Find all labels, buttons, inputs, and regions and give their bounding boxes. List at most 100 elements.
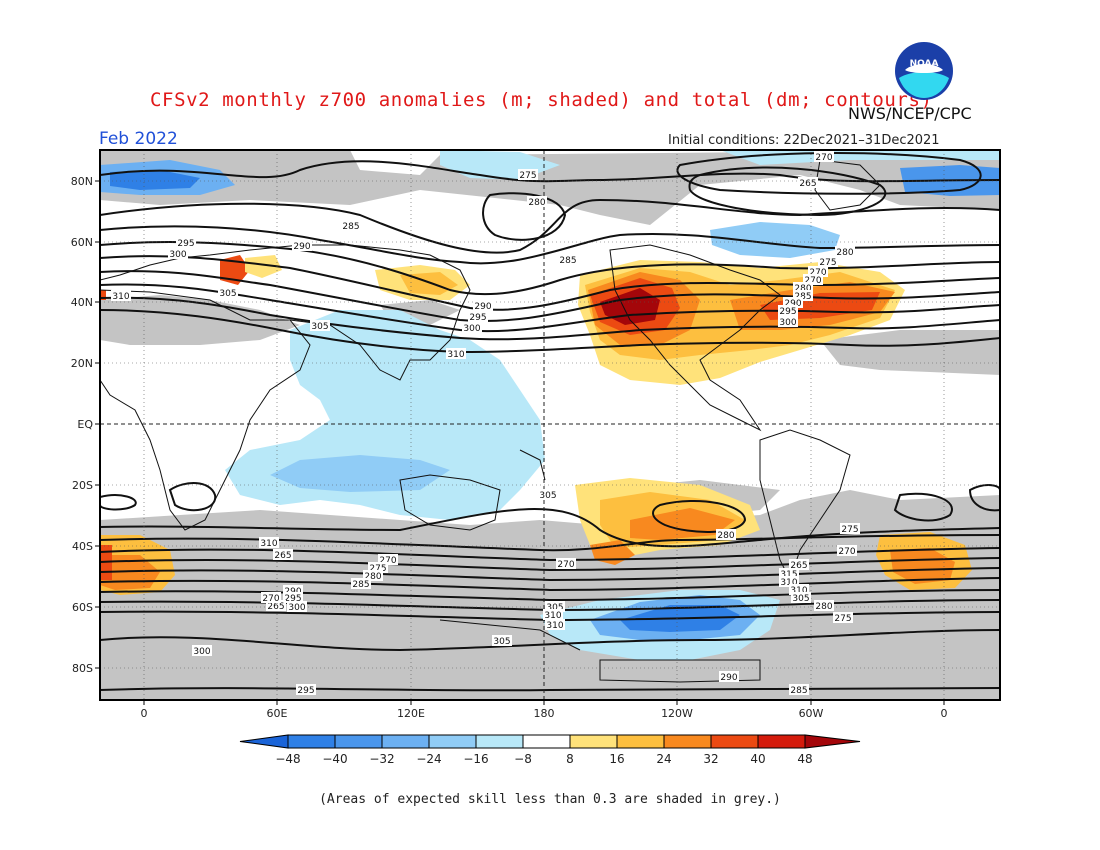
contour-label: 265 bbox=[799, 179, 816, 189]
contour-label-bg bbox=[835, 246, 855, 257]
contour-label: 270 bbox=[809, 268, 826, 278]
contour-label-bg bbox=[719, 671, 739, 682]
lat-label: 20N bbox=[71, 357, 93, 370]
contour-label: 295 bbox=[177, 239, 194, 249]
contour-label: 290 bbox=[720, 673, 737, 683]
lat-label: 40S bbox=[72, 540, 93, 553]
contour-label: 285 bbox=[790, 686, 807, 696]
contour-label-bg bbox=[803, 274, 823, 285]
contour-label: 270 bbox=[379, 556, 396, 566]
contour-label-bg bbox=[296, 684, 316, 695]
contour-label-bg bbox=[378, 554, 398, 565]
lat-label: 20S bbox=[72, 479, 93, 492]
contour-label: 290 bbox=[784, 299, 801, 309]
colorbar-swatch bbox=[522, 734, 571, 749]
contour-label-bg bbox=[545, 601, 565, 612]
contour-label: 310 bbox=[546, 621, 563, 631]
contour-label-bg bbox=[368, 562, 388, 573]
contour-label-bg bbox=[793, 282, 813, 293]
logo-text: NOAA bbox=[910, 59, 939, 69]
contour-label-bg bbox=[176, 237, 196, 248]
contour-label: 275 bbox=[519, 171, 536, 181]
colorbar-labels: −48 −40 −32 −24 −16 −8 8 16 24 32 40 48 bbox=[275, 752, 812, 766]
colorbar-label: 24 bbox=[656, 752, 671, 766]
contour-label: 280 bbox=[364, 572, 381, 582]
colorbar-label: 16 bbox=[609, 752, 624, 766]
colorbar-swatch bbox=[569, 734, 618, 749]
contour-label: 305 bbox=[539, 491, 556, 501]
contour-label: 310 bbox=[447, 350, 464, 360]
lat-label: 60N bbox=[71, 236, 93, 249]
colorbar-swatch bbox=[381, 734, 430, 749]
contour-label-bg bbox=[292, 240, 312, 251]
colorbar-swatch bbox=[428, 734, 477, 749]
noaa-logo: NOAA bbox=[895, 42, 953, 100]
contour-label-bg bbox=[556, 558, 576, 569]
forecast-month: Feb 2022 bbox=[99, 129, 178, 149]
lat-label: 60S bbox=[72, 601, 93, 614]
contour-label: 280 bbox=[528, 198, 545, 208]
contour-label-bg bbox=[545, 619, 565, 630]
lat-label: EQ bbox=[77, 418, 93, 431]
contour-label: 305 bbox=[493, 637, 510, 647]
colorbar-swatch bbox=[616, 734, 665, 749]
contour-label: 280 bbox=[794, 284, 811, 294]
contour-label: 275 bbox=[369, 564, 386, 574]
colorbar-swatch bbox=[663, 734, 712, 749]
contour-label: 310 bbox=[790, 586, 807, 596]
colorbar-swatch bbox=[334, 734, 383, 749]
contour-label: 300 bbox=[193, 647, 210, 657]
initial-conditions: Initial conditions: 22Dec2021–31Dec2021 bbox=[668, 133, 940, 148]
contour-label: 290 bbox=[474, 302, 491, 312]
contour-label-bg bbox=[840, 523, 860, 534]
contour-label-bg bbox=[814, 151, 834, 162]
lat-label: 80S bbox=[72, 662, 93, 675]
contour-label-bg bbox=[192, 645, 212, 656]
colorbar-label: 8 bbox=[566, 752, 574, 766]
lon-label: 120W bbox=[661, 707, 693, 720]
contour-label-bg bbox=[789, 684, 809, 695]
colorbar-swatch bbox=[710, 734, 759, 749]
contour-label-bg bbox=[808, 266, 828, 277]
contour-label: 300 bbox=[169, 250, 186, 260]
contour-label: 295 bbox=[779, 307, 796, 317]
contour-label-bg bbox=[789, 559, 809, 570]
lon-label: 60W bbox=[799, 707, 824, 720]
colorbar-label: −40 bbox=[322, 752, 347, 766]
colorbar-label: −16 bbox=[463, 752, 488, 766]
contour-label-bg bbox=[363, 570, 383, 581]
longitude-labels: 0 60E 120E 180 120W 60W 0 bbox=[141, 700, 948, 720]
contour-label: 275 bbox=[834, 614, 851, 624]
contour-label: 280 bbox=[836, 248, 853, 258]
contour-label-bg bbox=[473, 300, 493, 311]
contour-label-bg bbox=[168, 248, 188, 259]
contour-label: 285 bbox=[342, 222, 359, 232]
contour-label: 290 bbox=[293, 242, 310, 252]
contour-label-bg bbox=[814, 600, 834, 611]
contour-label: 285 bbox=[559, 256, 576, 266]
contour-label: 275 bbox=[841, 525, 858, 535]
contour-label-bg bbox=[273, 549, 293, 560]
contour-label-bg bbox=[341, 220, 361, 231]
contour-label: 265 bbox=[274, 551, 291, 561]
contour-label: 270 bbox=[262, 594, 279, 604]
contour-label: 305 bbox=[219, 289, 236, 299]
contour-label: 280 bbox=[815, 602, 832, 612]
contour-label-bg bbox=[779, 568, 799, 579]
contour-label-bg bbox=[462, 322, 482, 333]
colorbar-label: 32 bbox=[703, 752, 718, 766]
organization-label: NWS/NCEP/CPC bbox=[848, 104, 972, 123]
contour-label-bg bbox=[716, 529, 736, 540]
contour-label-bg bbox=[283, 585, 303, 596]
colorbar-label: −48 bbox=[275, 752, 300, 766]
contour-label-bg bbox=[351, 578, 371, 589]
grid-lines bbox=[100, 150, 1000, 700]
lon-label: 0 bbox=[141, 707, 148, 720]
contour-label-bg bbox=[111, 290, 131, 301]
colorbar-arrow-right bbox=[804, 734, 861, 749]
colorbar-swatch bbox=[757, 734, 806, 749]
contour-label-bg bbox=[783, 297, 803, 308]
contour-label: 270 bbox=[838, 547, 855, 557]
contour-label: 270 bbox=[815, 153, 832, 163]
